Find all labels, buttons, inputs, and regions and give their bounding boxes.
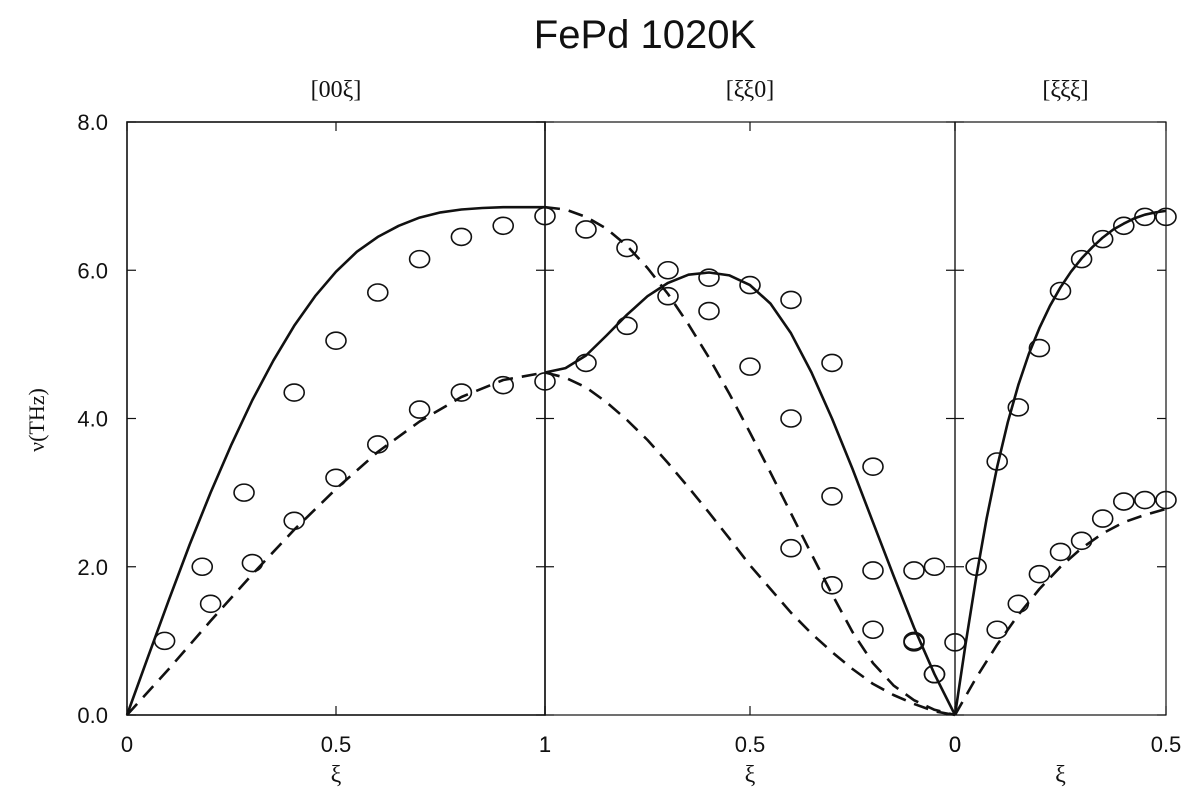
data-point (283, 383, 306, 402)
data-point (283, 511, 306, 531)
data-point (821, 353, 843, 373)
data-point (366, 435, 389, 454)
data-point (1049, 542, 1072, 562)
data-point (1113, 216, 1135, 236)
data-point (1091, 229, 1114, 249)
data-point (923, 664, 946, 684)
solid-curve (125, 205, 545, 716)
data-point (986, 620, 1009, 640)
y-axis-label: ν(THz) (24, 388, 49, 452)
x-axis-label: ξ (331, 762, 342, 788)
data-point (780, 538, 802, 558)
panel-label: [ξξξ] (1042, 77, 1088, 103)
y-tick-label: 2.0 (77, 555, 108, 580)
y-axis-ticks: 0.0 2.0 4.0 6.0 8.0 (77, 110, 108, 728)
data-point (862, 457, 884, 476)
data-point (1155, 207, 1177, 227)
data-point (450, 227, 473, 247)
panel-2: [ξξ0] ξ 1 0.5 0 (539, 77, 966, 788)
data-point (821, 487, 843, 506)
x-tick-label: 1 (539, 732, 551, 757)
data-point (1007, 594, 1030, 614)
data-point (821, 575, 843, 595)
x-tick-label: 0.5 (321, 732, 352, 757)
data-point (698, 268, 720, 287)
data-point (862, 561, 884, 580)
x-tick-label: 0.5 (735, 732, 766, 757)
data-point (965, 557, 987, 577)
data-point (1070, 249, 1093, 269)
data-point (739, 275, 761, 295)
data-point (903, 561, 925, 580)
data-point (575, 220, 597, 239)
data-point (1155, 490, 1177, 510)
data-point (153, 631, 176, 651)
data-point (199, 594, 222, 614)
data-point (923, 557, 946, 577)
data-point (1028, 564, 1051, 584)
x-tick-label: 0 (949, 732, 961, 757)
x-tick-label: 0.5 (1151, 732, 1182, 757)
data-point (408, 400, 431, 419)
data-point (1028, 338, 1051, 358)
panel-frame (126, 121, 546, 716)
panel-label: [00ξ] (311, 77, 362, 103)
x-tick-label: 0 (949, 732, 961, 757)
data-point (1049, 281, 1072, 301)
data-point (616, 238, 638, 258)
y-tick-label: 6.0 (77, 258, 108, 283)
data-point (903, 633, 925, 652)
data-point (698, 301, 720, 321)
data-point (450, 383, 473, 402)
data-point (1134, 207, 1156, 227)
data-point (1070, 531, 1093, 551)
y-tick-label: 0.0 (77, 703, 108, 728)
panel-frame (544, 121, 956, 716)
data-point (233, 483, 255, 502)
chart-title: FePd 1020K (534, 13, 757, 57)
data-point (408, 249, 431, 269)
chart-panels: [00ξ]ξ0 0.5 1[ξξ0]ξ1 0.5 0[ξξξ]ξ0 0.5 (121, 77, 1181, 788)
data-point (1134, 490, 1156, 510)
data-point (657, 260, 679, 280)
dashed-curve (953, 507, 1167, 716)
data-point (986, 452, 1009, 471)
dashed-curve (126, 371, 546, 716)
x-axis-label: ξ (745, 762, 756, 788)
panel-frame (954, 121, 1167, 716)
data-point (492, 375, 515, 395)
data-point (657, 286, 679, 306)
data-point (739, 357, 761, 376)
data-point (575, 353, 597, 373)
data-point (616, 316, 638, 336)
data-point (862, 620, 884, 640)
panel-3: [ξξξ] ξ 0 0.5 (949, 77, 1181, 788)
y-tick-label: 4.0 (77, 407, 108, 432)
data-point (366, 283, 389, 302)
data-point (241, 553, 264, 573)
dashed-curve (544, 205, 956, 717)
data-point (1113, 492, 1135, 511)
solid-curve (544, 271, 957, 716)
dashed-curve (544, 371, 956, 717)
y-tick-label: 8.0 (77, 110, 108, 135)
data-point (492, 216, 515, 236)
x-tick-label: 0 (121, 732, 133, 757)
panel-1: [00ξ] ξ 0 0.5 1 (121, 77, 556, 788)
data-point (780, 290, 802, 310)
panel-label: [ξξ0] (726, 77, 775, 103)
data-point (191, 557, 214, 577)
x-axis-label: ξ (1055, 762, 1066, 788)
data-point (1007, 398, 1030, 417)
data-point (325, 468, 347, 488)
data-point (780, 409, 802, 428)
data-point (325, 331, 347, 350)
x-tick-label: 1 (539, 732, 551, 757)
data-point (1091, 509, 1114, 528)
